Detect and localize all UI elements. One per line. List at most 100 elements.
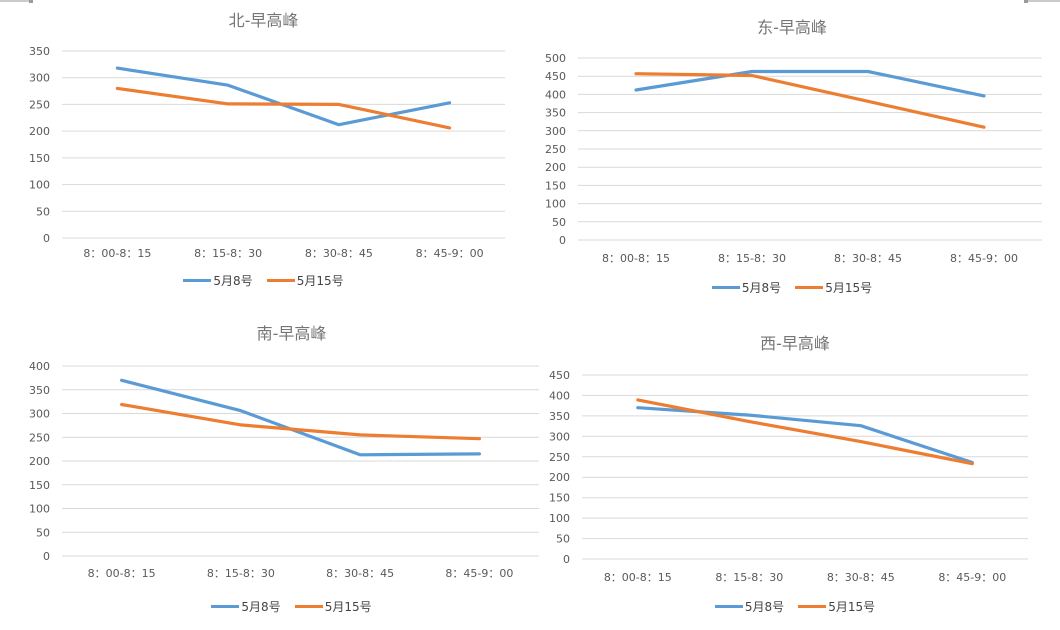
ui-fragment-top-left-cap bbox=[29, 0, 33, 3]
y-axis-tick-label: 50 bbox=[36, 205, 50, 218]
y-axis-tick-label: 100 bbox=[29, 503, 50, 516]
x-axis-tick-label: 8：30-8：45 bbox=[827, 571, 895, 584]
y-axis-tick-label: 350 bbox=[29, 384, 50, 397]
y-axis-tick-label: 50 bbox=[552, 216, 566, 229]
y-axis-tick-label: 400 bbox=[29, 360, 50, 373]
y-axis-tick-label: 200 bbox=[549, 471, 570, 484]
legend-item: 5月8号 bbox=[183, 272, 253, 289]
chart-west-morning-peak[interactable]: 西-早高峰 0 50 100 150 200 250 300 350 400 450 8：00-8：… bbox=[530, 315, 1060, 630]
y-axis-tick-label: 150 bbox=[29, 479, 50, 492]
legend-line-swatch bbox=[711, 285, 740, 289]
y-axis-tick-label: 300 bbox=[29, 72, 50, 85]
legend-item: 5月8号 bbox=[711, 279, 782, 296]
series-line-5月15号 bbox=[636, 398, 974, 466]
legend-label: 5月8号 bbox=[744, 599, 785, 614]
legend-item: 5月8号 bbox=[714, 598, 785, 615]
legend-label: 5月15号 bbox=[324, 599, 372, 614]
x-axis-tick-label: 8：15-8：30 bbox=[194, 247, 262, 260]
series-line-5月15号 bbox=[119, 402, 481, 441]
ui-fragment-top-left bbox=[0, 0, 30, 2]
chart-north-morning-peak[interactable]: 北-早高峰 0 50 100 150 200 250 300 350 8：00-8：15 8：15… bbox=[0, 0, 530, 315]
series-line-5月15号 bbox=[115, 86, 452, 130]
chart-title: 东-早高峰 bbox=[757, 18, 827, 37]
y-axis-tick-label: 400 bbox=[549, 389, 570, 402]
y-axis-tick-label: 300 bbox=[549, 430, 570, 443]
plot-area: 0 50 100 150 200 250 300 350 400 450 500 8：00-8：15 8… bbox=[545, 52, 1042, 265]
x-axis-tick-label: 8：00-8：15 bbox=[88, 567, 156, 580]
legend-item: 5月8号 bbox=[211, 598, 281, 615]
chart-east-morning-peak[interactable]: 东-早高峰 0 50 100 150 200 250 300 350 400 450 500 8：00… bbox=[530, 0, 1060, 315]
plot-area: 0 50 100 150 200 250 300 350 8：00-8：15 8：15-8：30 8… bbox=[29, 45, 505, 260]
y-axis-tick-label: 400 bbox=[545, 88, 566, 101]
legend-label: 5月15号 bbox=[296, 273, 344, 288]
legend-item: 5月15号 bbox=[266, 272, 344, 289]
chart-south-morning-peak[interactable]: 南-早高峰 0 50 100 150 200 250 300 350 400 8：00-8：15 8… bbox=[0, 315, 545, 630]
legend-line-swatch bbox=[211, 604, 240, 608]
legend: 5月8号 5月15号 bbox=[572, 598, 1018, 614]
y-axis-tick-label: 0 bbox=[43, 232, 50, 245]
y-axis-tick-label: 250 bbox=[29, 98, 50, 111]
legend: 5月8号 5月15号 bbox=[42, 272, 485, 288]
y-axis-tick-label: 100 bbox=[549, 512, 570, 525]
y-axis-tick-label: 150 bbox=[29, 152, 50, 165]
legend-line-swatch bbox=[795, 285, 824, 289]
y-axis-tick-label: 50 bbox=[36, 526, 50, 539]
x-axis-tick-label: 8：45-9：00 bbox=[416, 247, 484, 260]
y-axis-tick-label: 150 bbox=[549, 492, 570, 505]
y-axis-tick-label: 300 bbox=[545, 125, 566, 138]
ui-fragment-top-right bbox=[1027, 0, 1060, 2]
y-axis-tick-label: 350 bbox=[549, 410, 570, 423]
plot-area: 0 50 100 150 200 250 300 350 400 450 8：00-8：15 8：15… bbox=[549, 369, 1028, 584]
legend-item: 5月15号 bbox=[294, 598, 372, 615]
y-axis-tick-label: 350 bbox=[29, 45, 50, 58]
series-line-5月8号 bbox=[634, 69, 986, 98]
y-axis-tick-label: 350 bbox=[545, 107, 566, 120]
y-axis-tick-label: 250 bbox=[29, 431, 50, 444]
legend-line-swatch bbox=[183, 278, 212, 282]
y-axis-tick-label: 100 bbox=[29, 179, 50, 192]
y-axis-tick-label: 300 bbox=[29, 408, 50, 421]
y-axis-tick-label: 450 bbox=[549, 369, 570, 382]
y-axis-tick-label: 0 bbox=[563, 553, 570, 566]
y-axis-tick-label: 0 bbox=[559, 234, 566, 247]
series-line-5月15号 bbox=[634, 72, 986, 129]
legend-item: 5月15号 bbox=[795, 279, 872, 296]
legend-line-swatch bbox=[294, 604, 323, 608]
legend-label: 5月8号 bbox=[213, 273, 253, 288]
legend-label: 5月8号 bbox=[741, 280, 782, 295]
y-axis-tick-label: 450 bbox=[545, 70, 566, 83]
x-axis-tick-label: 8：00-8：15 bbox=[604, 571, 672, 584]
series-line-5月8号 bbox=[119, 378, 481, 457]
x-axis-tick-label: 8：30-8：45 bbox=[834, 252, 902, 265]
x-axis-tick-label: 8：45-9：00 bbox=[445, 567, 513, 580]
x-axis-tick-label: 8：00-8：15 bbox=[602, 252, 670, 265]
x-axis-tick-label: 8：30-8：45 bbox=[305, 247, 373, 260]
legend: 5月8号 5月15号 bbox=[560, 279, 1024, 295]
x-axis-tick-label: 8：15-8：30 bbox=[207, 567, 275, 580]
legend-line-swatch bbox=[714, 604, 743, 608]
y-axis-tick-label: 250 bbox=[545, 143, 566, 156]
y-axis-tick-label: 0 bbox=[43, 550, 50, 563]
x-axis-tick-label: 8：00-8：15 bbox=[83, 247, 151, 260]
legend-label: 5月15号 bbox=[825, 280, 873, 295]
y-axis-tick-label: 250 bbox=[549, 451, 570, 464]
legend-line-swatch bbox=[266, 278, 295, 282]
x-axis-tick-label: 8：15-8：30 bbox=[718, 252, 786, 265]
x-axis-tick-label: 8：15-8：30 bbox=[715, 571, 783, 584]
y-axis-tick-label: 50 bbox=[556, 533, 570, 546]
x-axis-tick-label: 8：45-9：00 bbox=[938, 571, 1006, 584]
y-axis-tick-label: 100 bbox=[545, 198, 566, 211]
x-axis-tick-label: 8：45-9：00 bbox=[950, 252, 1018, 265]
y-axis-tick-label: 200 bbox=[29, 125, 50, 138]
plot-area: 0 50 100 150 200 250 300 350 400 8：00-8：15 8：15-8：… bbox=[29, 360, 539, 580]
x-axis-tick-label: 8：30-8：45 bbox=[326, 567, 394, 580]
chart-title: 西-早高峰 bbox=[760, 334, 830, 353]
chart-title: 北-早高峰 bbox=[228, 11, 299, 30]
legend-label: 5月8号 bbox=[241, 599, 281, 614]
y-axis-tick-label: 200 bbox=[545, 161, 566, 174]
legend-line-swatch bbox=[798, 604, 827, 608]
y-axis-tick-label: 200 bbox=[29, 455, 50, 468]
chart-title: 南-早高峰 bbox=[256, 324, 327, 343]
y-axis-tick-label: 500 bbox=[545, 52, 566, 65]
